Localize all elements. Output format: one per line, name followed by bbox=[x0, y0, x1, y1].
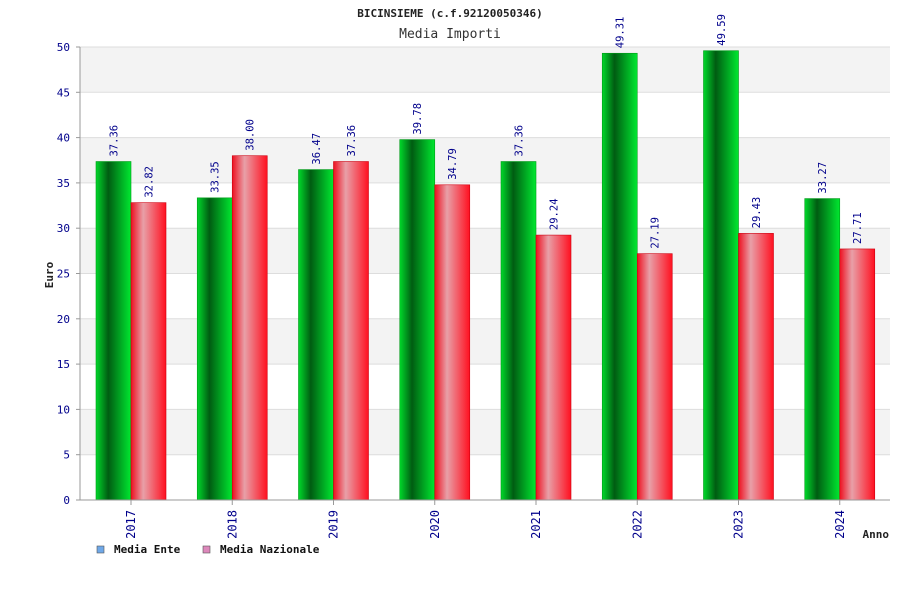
bar-media-nazionale-2021 bbox=[535, 234, 572, 501]
plot-band bbox=[80, 92, 890, 138]
plot-band bbox=[80, 47, 890, 93]
bar-media-nazionale-2024 bbox=[839, 248, 876, 501]
chart-subtitle: Media Importi bbox=[399, 27, 501, 42]
bar-media-ente-2020 bbox=[399, 139, 436, 501]
data-label: 33.27 bbox=[817, 162, 829, 194]
x-axis-label: Anno bbox=[863, 528, 890, 541]
y-tick-label: 25 bbox=[57, 268, 70, 281]
bar-media-nazionale-2017 bbox=[130, 202, 167, 501]
data-label: 33.35 bbox=[210, 161, 222, 193]
y-tick-label: 35 bbox=[57, 177, 70, 190]
bar-media-ente-2024 bbox=[804, 198, 841, 501]
data-label: 49.31 bbox=[615, 17, 627, 49]
bar-media-ente-2017 bbox=[95, 161, 132, 501]
data-label: 38.00 bbox=[245, 119, 257, 151]
plot-band bbox=[80, 137, 890, 183]
legend-label: Media Nazionale bbox=[220, 543, 320, 556]
bar-media-nazionale-2020 bbox=[434, 184, 471, 501]
chart-title: BICINSIEME (c.f.92120050346) bbox=[357, 7, 542, 20]
data-labels: 37.36 32.82 33.35 38.00 36.47 37.36 39.78 34.79… bbox=[109, 14, 865, 249]
y-tick-label: 40 bbox=[57, 132, 70, 145]
legend-swatch bbox=[96, 545, 105, 554]
x-tick-label: 2019 bbox=[327, 510, 341, 539]
bar-media-ente-2021 bbox=[500, 161, 537, 501]
bar-media-ente-2023 bbox=[703, 50, 739, 501]
x-tick-label: 2020 bbox=[428, 510, 442, 539]
data-label: 34.79 bbox=[447, 148, 459, 180]
data-label: 36.47 bbox=[311, 133, 323, 165]
data-label: 29.24 bbox=[549, 198, 561, 230]
x-tick-label: 2022 bbox=[630, 510, 644, 539]
y-tick-label: 10 bbox=[57, 403, 70, 416]
legend-swatch bbox=[202, 545, 211, 554]
y-tick-label: 30 bbox=[57, 222, 70, 235]
bar-media-ente-2022 bbox=[601, 52, 638, 501]
bar-media-ente-2019 bbox=[298, 169, 334, 501]
y-tick-label: 45 bbox=[57, 86, 70, 99]
x-tick-label: 2023 bbox=[732, 510, 746, 539]
bar-media-nazionale-2018 bbox=[231, 155, 268, 501]
y-tick-label: 20 bbox=[57, 313, 70, 326]
x-tick-label: 2018 bbox=[225, 510, 239, 539]
legend: Media Ente Media Nazionale bbox=[96, 543, 320, 556]
bar-media-nazionale-2023 bbox=[738, 233, 774, 501]
y-axis-label: Euro bbox=[43, 261, 56, 288]
bar-media-nazionale-2022 bbox=[636, 253, 673, 501]
legend-label: Media Ente bbox=[114, 543, 181, 556]
data-label: 27.71 bbox=[852, 212, 864, 244]
data-label: 29.43 bbox=[751, 197, 763, 229]
y-tick-label: 5 bbox=[63, 449, 70, 462]
x-axis-ticks: 2017 2018 2019 2020 2021 2022 2023 2024 bbox=[124, 500, 847, 539]
data-label: 32.82 bbox=[144, 166, 156, 198]
x-tick-label: 2017 bbox=[124, 510, 138, 539]
y-tick-label: 15 bbox=[57, 358, 70, 371]
data-label: 37.36 bbox=[346, 125, 358, 157]
x-tick-label: 2024 bbox=[833, 510, 847, 539]
y-axis-ticks: 0 5 10 15 20 25 30 35 40 45 50 bbox=[57, 41, 80, 507]
data-label: 49.59 bbox=[716, 14, 728, 46]
bar-media-ente-2018 bbox=[196, 197, 233, 501]
y-tick-label: 50 bbox=[57, 41, 70, 54]
bars bbox=[95, 50, 876, 501]
data-label: 37.36 bbox=[109, 125, 121, 157]
y-tick-label: 0 bbox=[63, 494, 70, 507]
data-label: 27.19 bbox=[650, 217, 662, 249]
data-label: 39.78 bbox=[412, 103, 424, 135]
data-label: 37.36 bbox=[514, 125, 526, 157]
x-tick-label: 2021 bbox=[529, 510, 543, 539]
bar-media-nazionale-2019 bbox=[333, 161, 369, 501]
